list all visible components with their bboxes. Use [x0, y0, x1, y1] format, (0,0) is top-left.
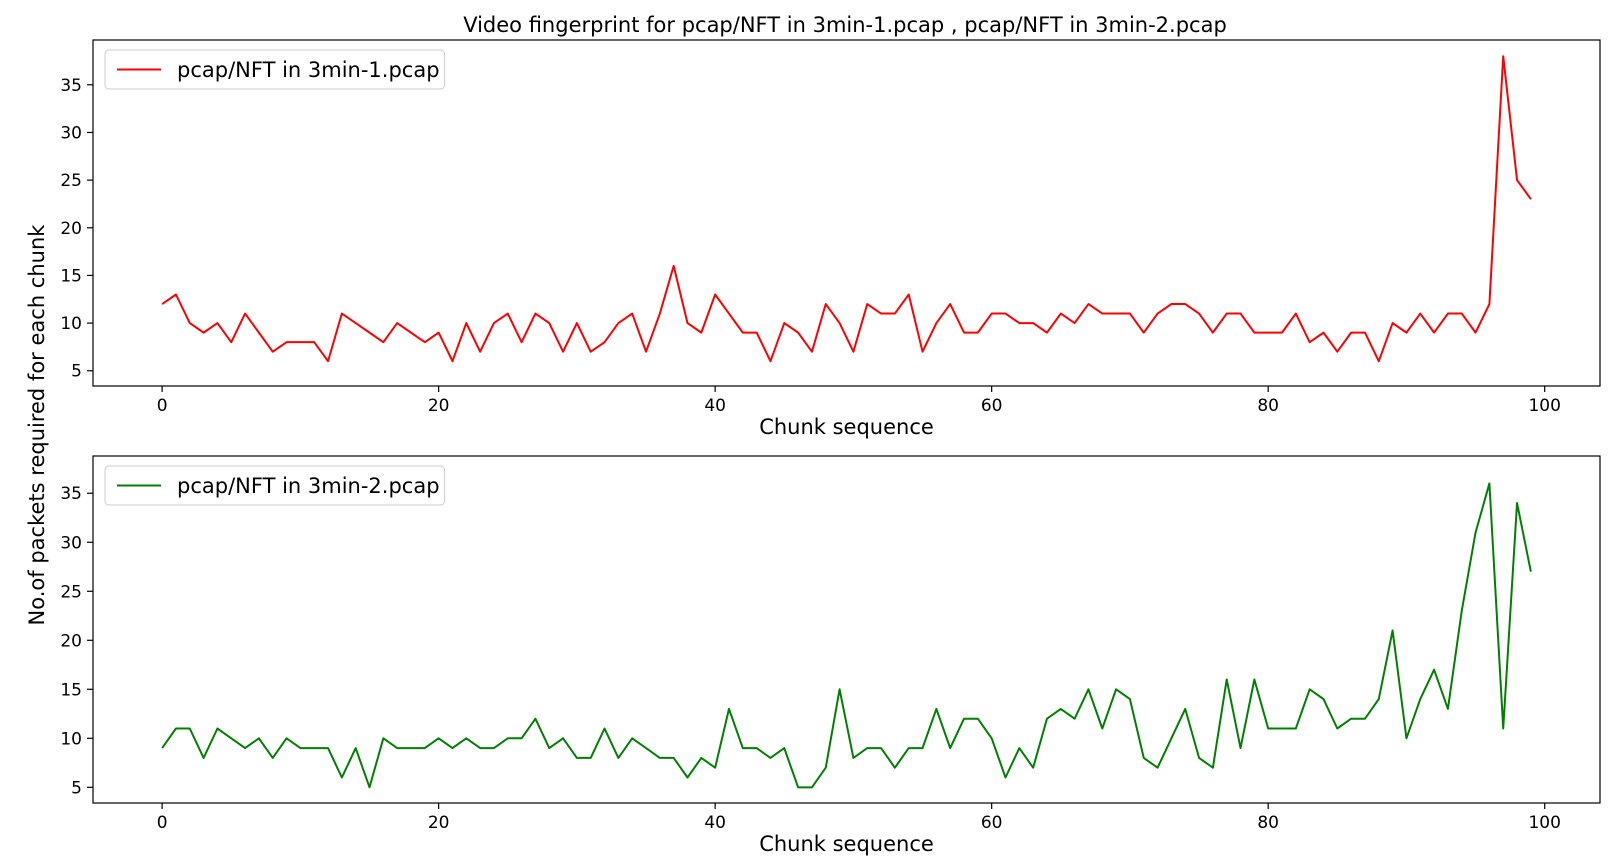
y-tick-label: 35	[60, 484, 82, 504]
legend-label: pcap/NFT in 3min-1.pcap	[177, 58, 440, 82]
series-line-0	[161, 55, 1532, 363]
y-tick-label: 30	[60, 123, 82, 143]
x-tick-label: 0	[157, 396, 168, 416]
y-tick-label: 15	[60, 266, 82, 286]
y-axis-label: No.of packets required for each chunk	[25, 224, 49, 626]
y-tick-label: 25	[60, 171, 82, 191]
y-tick-label: 30	[60, 533, 82, 553]
x-tick-label: 20	[428, 396, 450, 416]
y-tick-label: 5	[71, 778, 82, 798]
subplot-bottom: 0 20 40 60 80 100 5 10 15 20 25 30 35 Chunk sequence p…	[60, 455, 1601, 856]
legend-box	[104, 465, 446, 506]
x-tick-label: 60	[981, 396, 1003, 416]
subplot-top: 0 20 40 60 80 100 5 10 15 20 25 30 35 Chunk sequence p…	[60, 39, 1601, 439]
y-tick-label: 20	[60, 631, 82, 651]
y-tick-label: 20	[60, 219, 82, 239]
y-tick-label: 10	[60, 729, 82, 749]
x-tick-label: 40	[704, 396, 726, 416]
x-tick-label: 100	[1528, 813, 1560, 833]
chart-title: Video fingerprint for pcap/NFT in 3min-1…	[463, 13, 1227, 37]
x-tick-label: 60	[981, 813, 1003, 833]
legend-box	[104, 49, 446, 90]
x-tick-label: 80	[1257, 813, 1279, 833]
x-axis-label: Chunk sequence	[759, 832, 934, 856]
x-tick-label: 20	[428, 813, 450, 833]
y-tick-label: 10	[60, 314, 82, 334]
x-tick-label: 80	[1257, 396, 1279, 416]
legend-label: pcap/NFT in 3min-2.pcap	[177, 474, 440, 498]
plot-frame	[92, 39, 1601, 387]
x-tick-label: 0	[157, 813, 168, 833]
plot-frame	[92, 455, 1601, 804]
y-tick-label: 15	[60, 680, 82, 700]
y-tick-label: 35	[60, 76, 82, 96]
y-tick-label: 5	[71, 362, 82, 382]
x-axis-label: Chunk sequence	[759, 415, 934, 439]
y-tick-label: 25	[60, 582, 82, 602]
x-tick-label: 40	[704, 813, 726, 833]
series-line-0	[161, 482, 1532, 789]
x-tick-label: 100	[1528, 396, 1560, 416]
